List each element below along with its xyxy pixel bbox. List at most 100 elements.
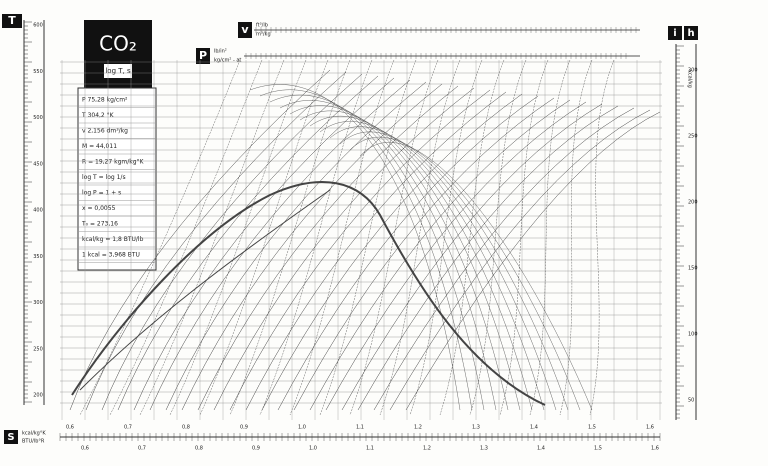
t-tick-label: 450 xyxy=(33,161,43,167)
info-line: 1 kcal = 3,968 BTU xyxy=(82,252,140,259)
isochor xyxy=(409,59,483,416)
isobar xyxy=(261,93,523,411)
s-tick-label: 0,6 xyxy=(66,425,74,431)
s-tick-label: 1,2 xyxy=(414,425,422,431)
isenthalp xyxy=(289,105,509,411)
i-tick-label: 200 xyxy=(688,200,698,206)
isenthalp xyxy=(279,100,497,411)
v-badge xyxy=(238,22,252,38)
s-unit: BTU/lb°R xyxy=(22,439,45,445)
s-btu-tick-label: 1,0 xyxy=(309,446,317,452)
t-tick-label: 550 xyxy=(33,69,43,75)
saturation-dome xyxy=(71,181,546,406)
info-line: M = 44,011 xyxy=(82,143,117,150)
i-tick-label: 250 xyxy=(688,134,698,140)
p-badge xyxy=(196,48,210,64)
s-tick-label: 1,5 xyxy=(588,425,596,431)
isobar xyxy=(341,103,603,411)
t-tick-label: 500 xyxy=(33,115,43,121)
isenthalp xyxy=(339,131,569,411)
h-symbol: h xyxy=(687,28,694,39)
isochor xyxy=(139,59,285,416)
isobar xyxy=(373,107,635,411)
i-symbol: i xyxy=(673,28,676,39)
s-btu-tick-label: 0,6 xyxy=(81,446,89,452)
isobar xyxy=(197,85,459,411)
s-tick-label: 1,0 xyxy=(298,425,306,431)
i-tick-label: 300 xyxy=(688,68,698,74)
title: CO₂ xyxy=(99,32,137,56)
i-badge xyxy=(668,26,682,40)
p-unit: lb/in² xyxy=(214,49,227,55)
isochor xyxy=(349,59,439,416)
isobar xyxy=(277,95,539,411)
isobar xyxy=(165,81,427,411)
p-unit: kg/cm² - at xyxy=(214,58,241,64)
s-tick-label: 0,8 xyxy=(182,425,190,431)
s-btu-tick-label: 1,1 xyxy=(366,446,374,452)
isochor xyxy=(469,59,527,416)
v-symbol: v xyxy=(241,23,249,36)
isobar xyxy=(293,97,555,411)
info-lines: P 75,28 kg/cm² T 304,2 °K v 2,156 dm³/kg M … xyxy=(78,97,156,263)
t-tick-label: 300 xyxy=(33,300,43,306)
subtitle-box xyxy=(104,64,132,78)
v-unit: ft³/lb xyxy=(256,23,268,29)
v-unit: m³/kg xyxy=(256,32,271,38)
s-btu-tick-label: 1,4 xyxy=(537,446,545,452)
isobar xyxy=(325,101,587,411)
t-tick-label: 200 xyxy=(33,393,43,399)
s-btu-tick-label: 0,7 xyxy=(138,446,146,452)
isochor xyxy=(169,59,307,416)
s-tick-label: 1,6 xyxy=(646,425,654,431)
isochor xyxy=(259,59,373,416)
s-btu-tick-label: 0,8 xyxy=(195,446,203,452)
info-line: log T = log 1/s xyxy=(82,174,126,181)
s-tick-label: 1,4 xyxy=(530,425,538,431)
info-line: log P = 1 + s xyxy=(82,190,121,197)
t-tick-label: 400 xyxy=(33,208,43,214)
isobar xyxy=(405,111,661,411)
isobar xyxy=(229,89,491,411)
isenthalp xyxy=(269,94,485,411)
plot-area: 200 250 300 350 400 450 500 550 600 50 100 150 200 25… xyxy=(24,21,698,452)
isobar xyxy=(181,83,443,411)
i-tick-label: 50 xyxy=(688,398,694,404)
isenthalp xyxy=(329,126,557,411)
s-symbol: S xyxy=(7,432,14,443)
info-box xyxy=(77,87,157,271)
s-tick-label: 0,7 xyxy=(124,425,132,431)
info-line: kcal/kg = 1,8 BTU/lb xyxy=(82,236,144,243)
isochor xyxy=(79,59,241,416)
isenthalp xyxy=(299,110,521,411)
isenthalp xyxy=(349,136,581,411)
t-tick-label: 350 xyxy=(33,254,43,260)
info-line: R = 19,27 kgm/kg°K xyxy=(82,159,145,166)
isochor xyxy=(199,59,329,416)
isobar xyxy=(357,105,619,411)
isochor xyxy=(499,59,549,416)
info-line: P 75,28 kg/cm² xyxy=(82,97,128,104)
isobar xyxy=(117,75,379,411)
quality-line xyxy=(79,189,331,391)
s-btu-tick-label: 1,3 xyxy=(480,446,488,452)
t-axis-label: T xyxy=(8,14,16,27)
s-btu-tick-label: 0,9 xyxy=(252,446,260,452)
s-tick-label: 1,1 xyxy=(356,425,364,431)
info-line: x = 0,0055 xyxy=(82,205,116,212)
i-tick-label: 150 xyxy=(688,266,698,272)
isochor xyxy=(229,59,351,416)
s-btu-tick-label: 1,2 xyxy=(423,446,431,452)
isobar xyxy=(133,77,395,411)
isochor xyxy=(379,59,461,416)
i-tick-label: 100 xyxy=(688,332,698,338)
isenthalp xyxy=(319,121,545,411)
isenthalp xyxy=(259,89,473,411)
isochor xyxy=(529,59,571,416)
isobar xyxy=(309,99,571,411)
info-line: T 304,2 °K xyxy=(81,112,115,119)
isochor xyxy=(109,59,263,416)
t-tick-label: 250 xyxy=(33,346,43,352)
s-tick-label: 1,3 xyxy=(472,425,480,431)
t-tick-label: 600 xyxy=(33,23,43,29)
